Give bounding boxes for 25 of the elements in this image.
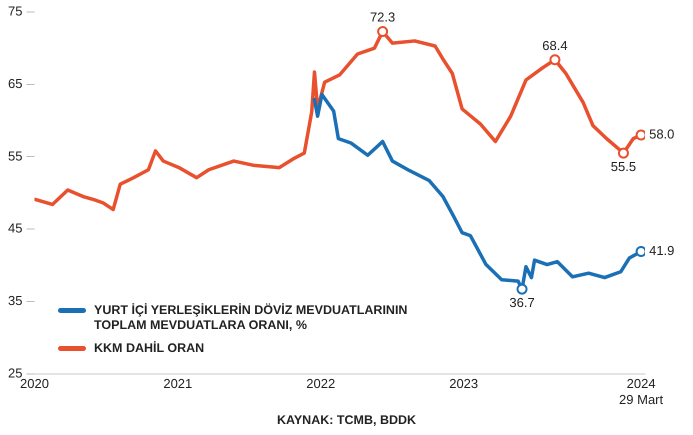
- x-tick-label: 2020: [20, 376, 49, 392]
- x-tick-label: 2021: [163, 376, 192, 392]
- y-tick-label: 65: [8, 76, 22, 91]
- data-label: 68.4: [542, 38, 568, 53]
- point: [516, 284, 528, 295]
- x-tick-label: 2022: [306, 376, 336, 392]
- data-label: 55.5: [610, 159, 636, 174]
- x-tick-label: 2024 29 Mart: [619, 376, 664, 407]
- point: [549, 54, 560, 66]
- data-label: 36.7: [509, 295, 535, 310]
- y-tick-label: 45: [8, 220, 22, 236]
- legend-label: YURT İÇİ YERLEŞİKLERİN DÖVİZ MEVDUATLARININ TOPLAM MEVDUATLARA ORANI, %: [94, 303, 408, 333]
- y-tick-label: 25: [8, 365, 22, 380]
- text: KAYNAK: TCMB, BDDK: [276, 413, 418, 427]
- legend-label: KKM DAHİL ORAN: [94, 341, 204, 356]
- y-tick-label: 35: [8, 293, 22, 308]
- x-tick-label: 2023: [449, 376, 478, 392]
- data-label: 41.9: [649, 243, 674, 258]
- y-tick-label: 75: [8, 4, 22, 19]
- data-label: 72.3: [370, 10, 396, 25]
- y-tick-label: 55: [8, 148, 22, 164]
- data-label: 58.0: [649, 126, 674, 142]
- point: [377, 26, 388, 38]
- point: [618, 148, 629, 159]
- point: [636, 246, 645, 258]
